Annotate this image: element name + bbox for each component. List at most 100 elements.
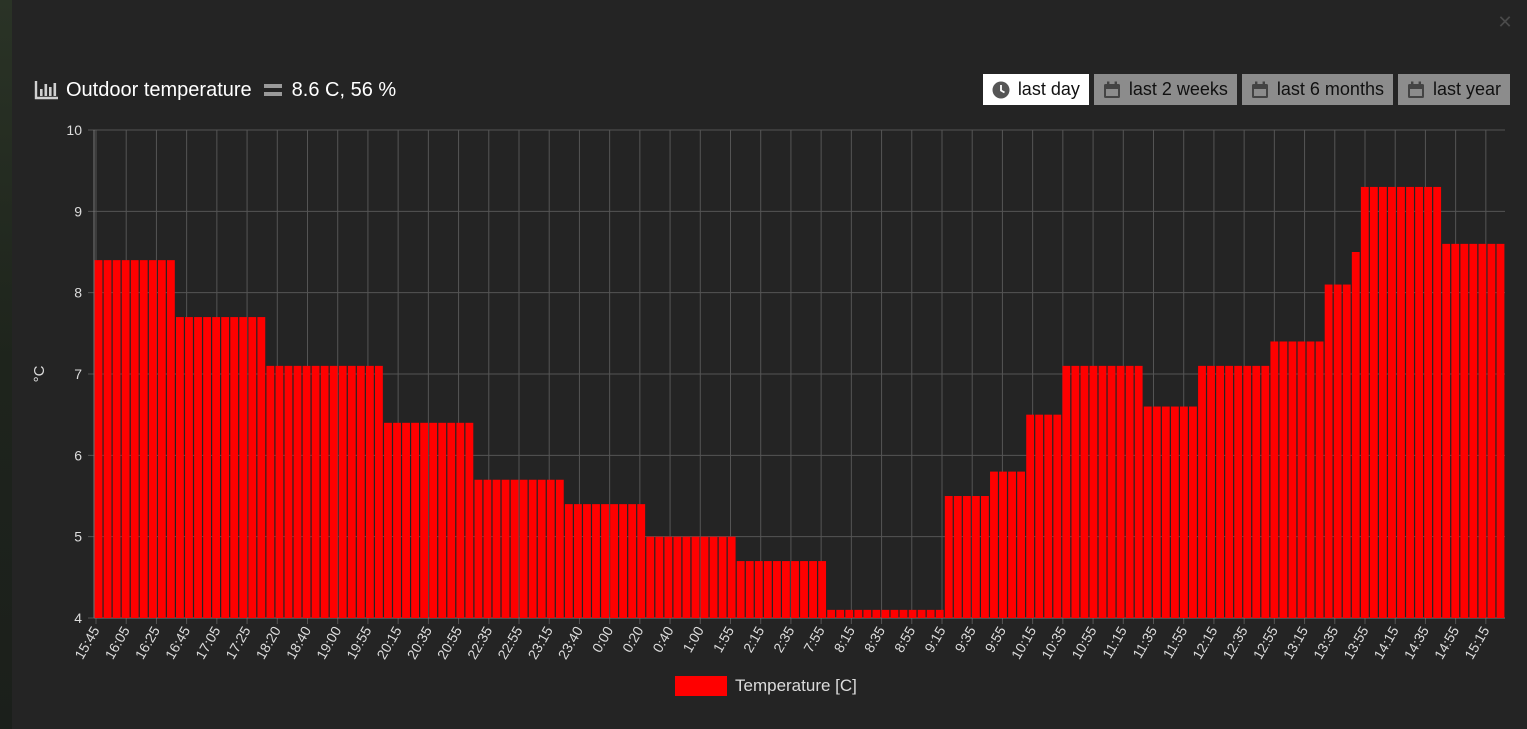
temperature-chart: 4 5 6 7 8 9 10 °C 15:4516:0516:2516:4517:0517:25… (31, 122, 1505, 662)
temperature-bar (836, 609, 845, 618)
x-tick-label: 17:05 (192, 623, 223, 662)
clock-icon (992, 81, 1010, 98)
temperature-bar (1080, 365, 1089, 618)
temperature-bar (501, 479, 510, 618)
temperature-bar (203, 317, 211, 618)
x-tick-label: 18:40 (283, 623, 314, 662)
temperature-bar (673, 536, 682, 618)
temperature-bar (338, 365, 347, 618)
x-tick-label: 16:05 (101, 623, 132, 662)
temperature-bar (763, 561, 772, 618)
temperature-bar (890, 609, 899, 618)
chart-title: Outdoor temperature (66, 78, 252, 101)
temperature-bar (112, 260, 121, 618)
temperature-bar (917, 609, 926, 618)
temperature-bar (646, 536, 655, 618)
x-tick-label: 2:35 (770, 623, 798, 655)
temperature-bar (293, 365, 302, 618)
temperature-bar (1442, 243, 1451, 618)
temperature-bar (564, 504, 573, 618)
equals-icon (263, 84, 282, 96)
temperature-bar (854, 609, 863, 618)
range-button-last-year[interactable]: last year (1397, 74, 1510, 105)
temperature-bar (275, 365, 284, 618)
temperature-bar (736, 561, 745, 618)
temperature-bar (510, 479, 519, 618)
x-tick-label: 12:15 (1189, 623, 1220, 662)
y-tick-label: 8 (74, 285, 82, 301)
range-selector: last day last 2 weeks last 6 months (982, 74, 1510, 105)
temperature-bar (772, 561, 781, 618)
y-tick-label: 4 (74, 610, 82, 626)
temperature-bar (194, 317, 202, 618)
y-axis-title: °C (31, 365, 48, 382)
temperature-bar (944, 496, 953, 618)
temperature-bar (320, 365, 329, 618)
temperature-bar (221, 317, 230, 618)
temperature-bar (1170, 406, 1179, 618)
temperature-bar (1225, 365, 1234, 618)
temperature-bar (528, 479, 537, 618)
temperature-bar (1360, 186, 1369, 618)
temperature-bar (1351, 252, 1360, 618)
temperature-bar (1198, 365, 1206, 618)
x-tick-label: 20:15 (373, 623, 404, 662)
x-tick-label: 14:35 (1401, 623, 1432, 662)
temperature-bar (809, 561, 817, 618)
legend-swatch (675, 676, 727, 696)
x-tick-label: 13:15 (1280, 623, 1311, 662)
temperature-bar (926, 609, 935, 618)
calendar-icon (1407, 81, 1424, 98)
range-button-label: last 2 weeks (1128, 79, 1228, 99)
temperature-bar (1179, 406, 1188, 618)
x-tick-label: 7:55 (800, 623, 828, 655)
x-tick-label: 22:55 (494, 623, 525, 662)
range-button-last-2-weeks[interactable]: last 2 weeks (1093, 74, 1237, 105)
x-tick-label: 15:45 (71, 623, 102, 662)
temperature-bar (1044, 414, 1053, 618)
calendar-icon (1251, 81, 1268, 98)
temperature-bar (1324, 284, 1333, 618)
range-button-last-day[interactable]: last day (982, 74, 1089, 105)
temperature-bar (1451, 243, 1460, 618)
x-tick-label: 11:55 (1159, 623, 1190, 661)
temperature-bar (745, 561, 754, 618)
temperature-bar (664, 536, 673, 618)
temperature-bar (953, 496, 962, 618)
temperature-bar (935, 609, 944, 618)
temperature-bar (1487, 243, 1496, 618)
temperature-bar (438, 422, 447, 618)
temperature-bar (1415, 186, 1423, 618)
temperature-bar (420, 422, 429, 618)
temperature-bar (302, 365, 311, 618)
temperature-bar (619, 504, 628, 618)
range-button-last-6-months[interactable]: last 6 months (1241, 74, 1393, 105)
temperature-bar (176, 317, 184, 618)
temperature-bar (266, 365, 275, 618)
temperature-bar (1315, 341, 1324, 618)
temperature-bar (782, 561, 790, 618)
temperature-bar (1189, 406, 1197, 618)
temperature-bar (1297, 341, 1306, 618)
temperature-bar (1496, 243, 1505, 618)
x-tick-label: 19:00 (313, 623, 344, 662)
temperature-bar (1071, 365, 1080, 618)
temperature-bar (347, 365, 356, 618)
temperature-bar (1098, 365, 1107, 618)
temperature-bar (1017, 471, 1026, 618)
x-tick-label: 10:55 (1068, 623, 1099, 662)
temperature-bar (1279, 341, 1288, 618)
temperature-bar (1116, 365, 1125, 618)
close-icon[interactable]: ✕ (1497, 12, 1513, 32)
temperature-bar (465, 422, 474, 618)
temperature-bar (185, 317, 193, 618)
temperature-bar (990, 471, 998, 618)
temperature-bar (429, 422, 438, 618)
temperature-bar (139, 260, 148, 618)
x-tick-label: 13:55 (1340, 623, 1371, 662)
x-tick-label: 1:00 (679, 623, 707, 655)
temperature-bar (727, 536, 736, 618)
x-tick-label: 10:35 (1038, 623, 1069, 662)
x-tick-label: 11:15 (1099, 623, 1130, 661)
temperature-bar (1397, 186, 1405, 618)
